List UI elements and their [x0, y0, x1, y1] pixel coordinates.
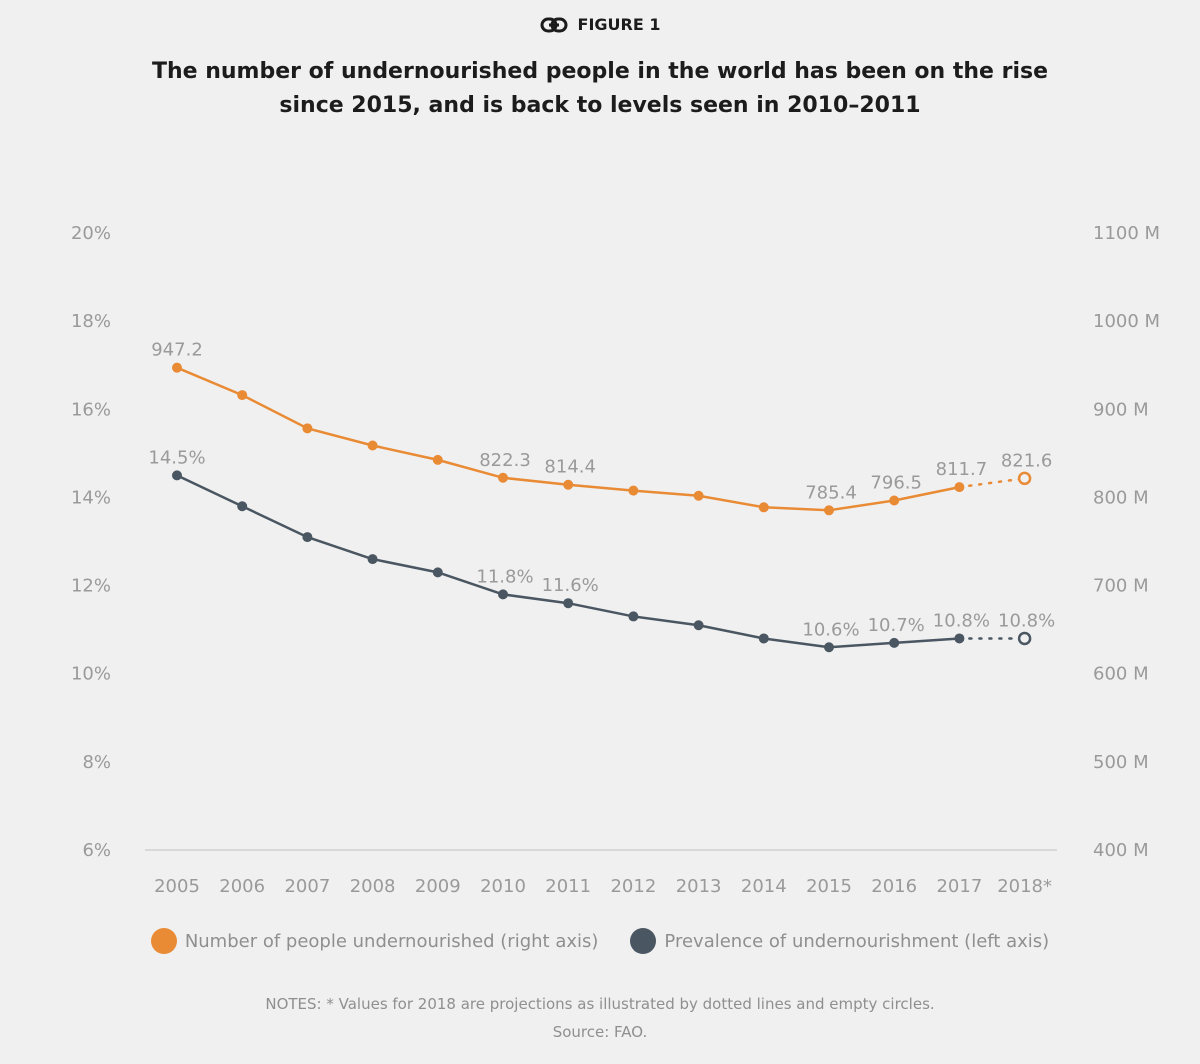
left-tick-label: 20%: [71, 223, 111, 244]
data-label: 796.5: [870, 473, 922, 494]
legend-swatch-orange: [150, 928, 177, 954]
legend: Number of people undernourished (right a…: [0, 928, 1200, 954]
data-label: 11.8%: [476, 566, 533, 587]
left-tick-label: 8%: [82, 752, 111, 773]
data-label: 947.2: [151, 340, 203, 361]
x-tick-label: 2018*: [997, 876, 1052, 897]
data-point: [824, 642, 834, 653]
right-tick-label: 500 M: [1093, 752, 1149, 773]
x-tick-label: 2007: [284, 876, 330, 897]
x-tick-label: 2017: [936, 876, 982, 897]
source-text: Source: FAO.: [552, 1023, 648, 1041]
data-point: [172, 470, 182, 481]
right-tick-label: 800 M: [1093, 487, 1149, 508]
right-tick-label: 1100 M: [1093, 223, 1160, 244]
data-point: [498, 472, 508, 483]
figure-number: FIGURE 1: [577, 15, 661, 34]
figure-label: FIGURE 1: [0, 15, 1200, 34]
data-point: [758, 633, 769, 644]
data-point: [889, 495, 900, 506]
data-point: [237, 501, 248, 512]
right-tick-label: 600 M: [1093, 664, 1149, 685]
notes: NOTES: * Values for 2018 are projections…: [0, 990, 1200, 1046]
data-point: [432, 454, 443, 465]
data-point: [954, 633, 965, 644]
x-tick-label: 2015: [806, 876, 852, 897]
x-tick-label: 2012: [610, 876, 656, 897]
data-point: [889, 637, 900, 648]
data-label: 14.5%: [148, 447, 205, 468]
data-point: [954, 482, 965, 493]
data-point: [563, 598, 574, 609]
legend-label: Number of people undernourished (right a…: [184, 930, 599, 952]
left-tick-label: 16%: [71, 399, 111, 420]
x-tick-label: 2013: [676, 876, 722, 897]
chart-title: The number of undernourished people in t…: [151, 59, 1049, 118]
projection-line: [958, 477, 1026, 489]
left-tick-label: 14%: [71, 487, 111, 508]
data-label: 10.8%: [998, 610, 1055, 631]
legend-label: Prevalence of undernourishment (left axi…: [664, 930, 1050, 952]
legend-item-prevalence: Prevalence of undernourishment (left axi…: [630, 928, 1049, 954]
right-tick-label: 900 M: [1093, 399, 1149, 420]
notes-text: NOTES: * Values for 2018 are projections…: [265, 995, 935, 1013]
x-tick-label: 2005: [154, 876, 200, 897]
x-tick-label: 2008: [350, 876, 396, 897]
data-point: [367, 554, 378, 565]
right-tick-label: 700 M: [1093, 576, 1149, 597]
data-label: 10.7%: [868, 615, 925, 636]
left-tick-label: 6%: [82, 840, 111, 861]
left-tick-label: 18%: [71, 311, 111, 332]
data-point: [367, 440, 378, 451]
projected-point: [1017, 631, 1032, 646]
data-point: [693, 620, 704, 631]
data-label: 785.4: [805, 482, 857, 503]
data-point: [563, 479, 574, 490]
left-tick-label: 10%: [71, 664, 111, 685]
data-point: [237, 390, 248, 401]
data-label: 821.6: [1001, 450, 1053, 471]
x-tick-label: 2010: [480, 876, 526, 897]
x-tick-label: 2009: [415, 876, 461, 897]
x-tick-label: 2014: [741, 876, 787, 897]
data-point: [628, 485, 639, 496]
data-label: 822.3: [479, 450, 531, 471]
data-point: [302, 532, 313, 543]
data-label: 10.6%: [802, 619, 859, 640]
legend-swatch-gray: [630, 928, 657, 954]
data-point: [824, 505, 834, 516]
right-tick-label: 1000 M: [1093, 311, 1160, 332]
projected-point: [1017, 471, 1032, 486]
left-tick-label: 12%: [71, 576, 111, 597]
data-label: 11.6%: [542, 575, 599, 596]
data-label: 814.4: [544, 457, 596, 478]
link-icon: [540, 17, 568, 32]
data-label: 811.7: [936, 459, 988, 480]
data-point: [432, 567, 443, 578]
data-point: [302, 423, 313, 434]
data-point: [758, 502, 769, 513]
right-tick-label: 400 M: [1093, 840, 1149, 861]
x-tick-label: 2006: [219, 876, 265, 897]
x-tick-label: 2011: [545, 876, 591, 897]
x-tick-label: 2016: [871, 876, 917, 897]
data-point: [172, 362, 182, 373]
data-label: 10.8%: [933, 610, 990, 631]
line-chart: 6% 8% 10% 12% 14% 16% 18% 20% 400 M 500 M 600 M 700…: [71, 223, 1160, 897]
legend-item-number: Number of people undernourished (right a…: [150, 928, 599, 954]
data-point: [498, 589, 508, 600]
data-point: [628, 611, 639, 622]
data-point: [693, 490, 704, 501]
